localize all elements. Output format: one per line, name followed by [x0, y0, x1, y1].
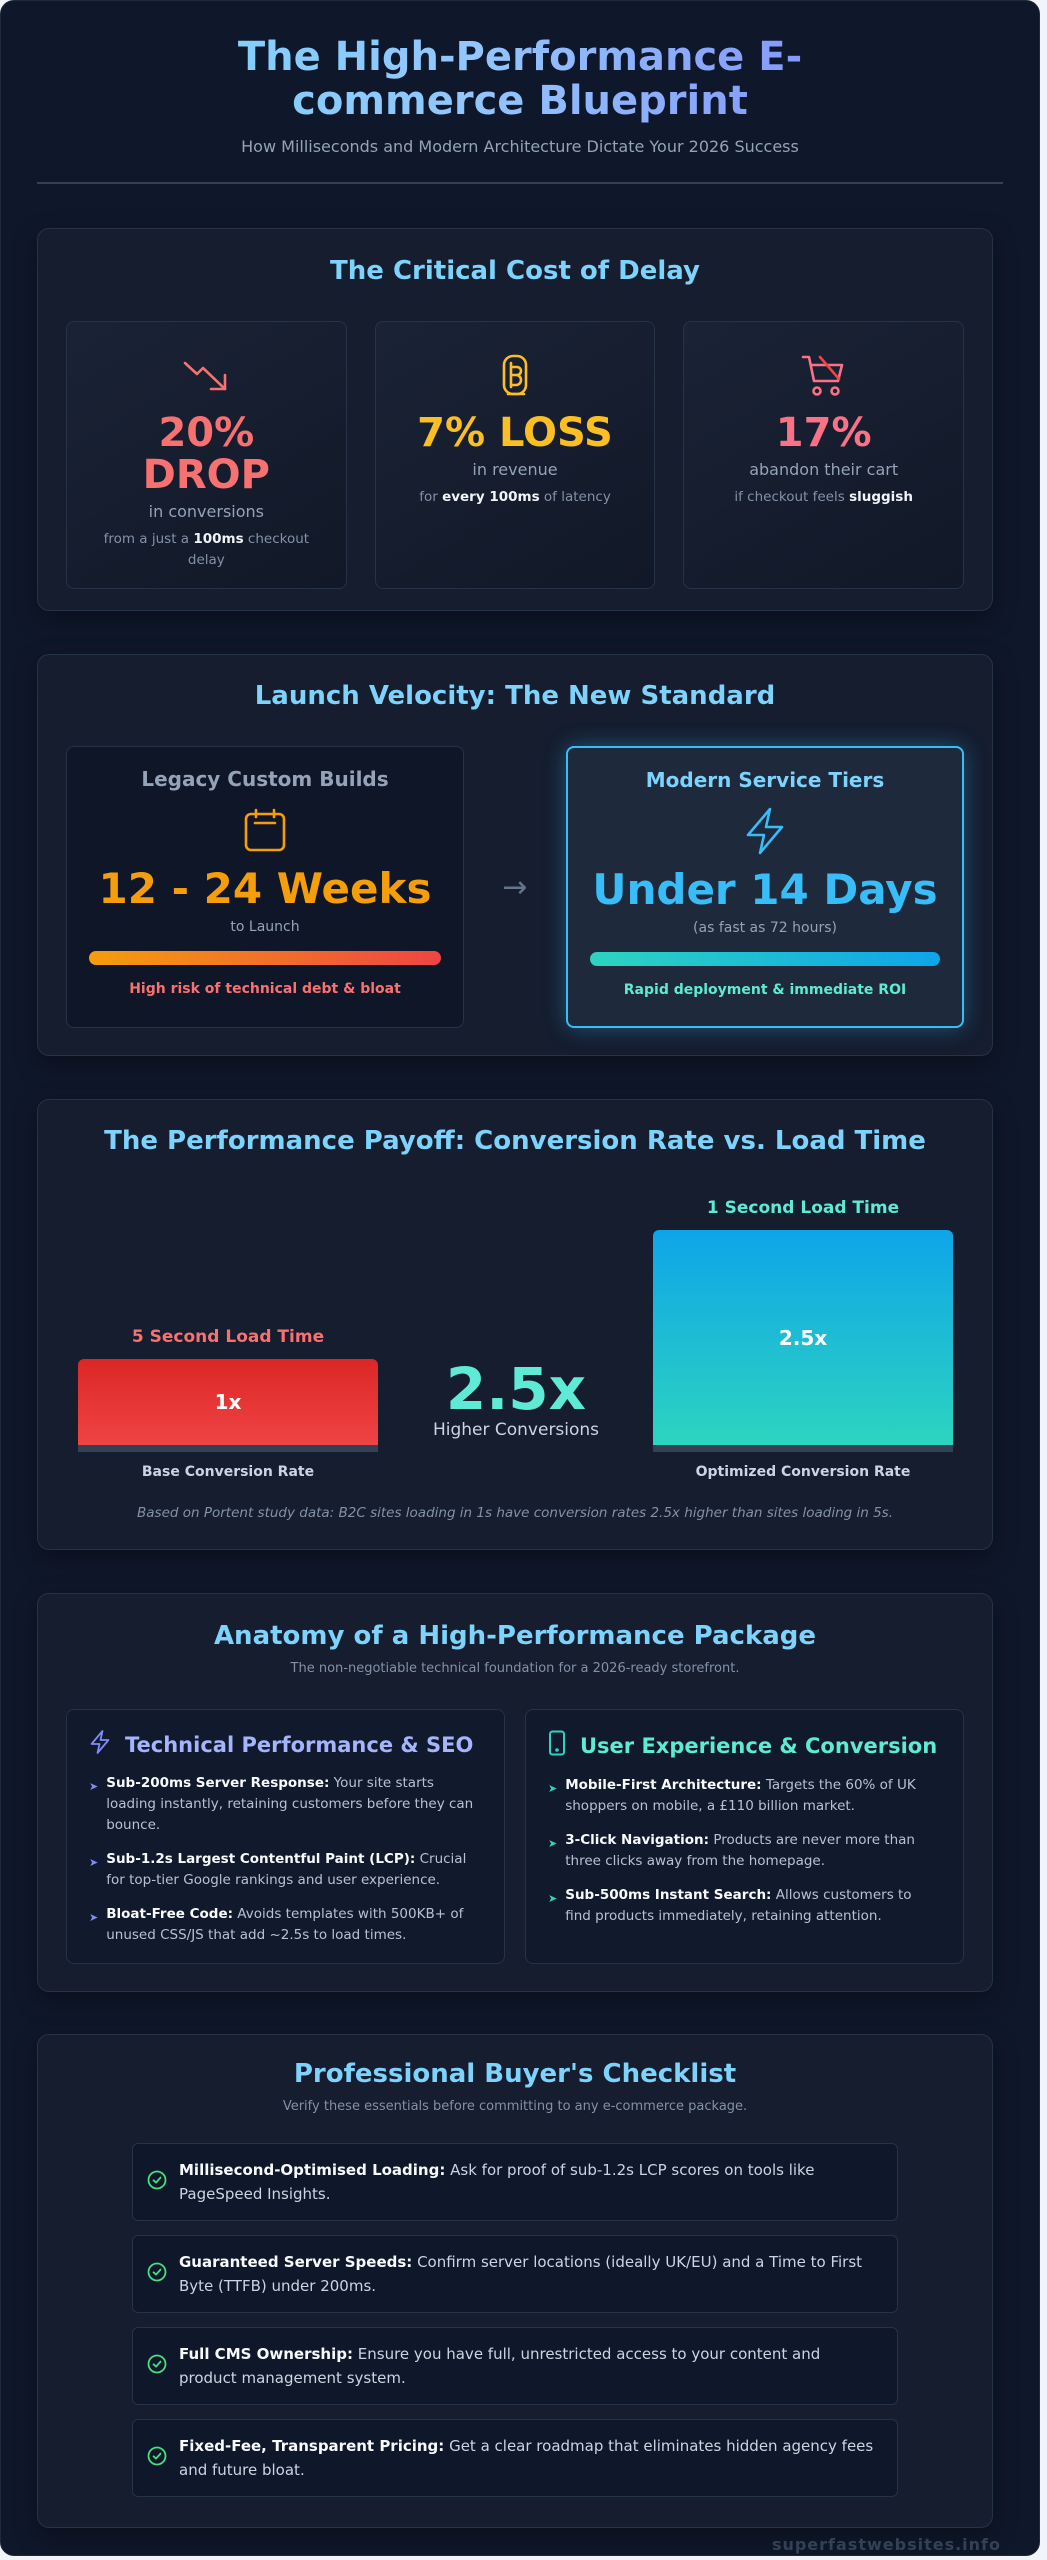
- launch-time-value: Under 14 Days: [592, 865, 938, 914]
- stat-value: 20% DROP: [142, 410, 270, 498]
- chevron-right-icon: ➤: [548, 1892, 558, 1905]
- launch-time-value: 12 - 24 Weeks: [98, 864, 432, 913]
- modern-tiers-card: Modern Service Tiers Under 14 Days (as f…: [566, 746, 964, 1028]
- stat-detail: for every 100ms of latency: [419, 489, 611, 505]
- bar-fill: 2.5x: [653, 1230, 953, 1445]
- card-footer: High risk of technical debt & bloat: [129, 981, 401, 997]
- stat-card-conversions: 20% DROP in conversions from a just a 10…: [66, 321, 347, 589]
- stat-value: 7% LOSS: [417, 410, 613, 456]
- launch-time-note: (as fast as 72 hours): [693, 920, 837, 936]
- bar-base: [653, 1445, 953, 1452]
- stat-label: abandon their cart: [749, 460, 899, 479]
- bar-top-label: 5 Second Load Time: [131, 1327, 325, 1347]
- checklist-item: Fixed-Fee, Transparent Pricing: Get a cl…: [132, 2419, 898, 2497]
- card-heading: Technical Performance & SEO: [125, 1732, 474, 1757]
- section-title: Anatomy of a High-Performance Package: [213, 1621, 817, 1651]
- stat-label: in conversions: [148, 502, 264, 521]
- watermark: superfastwebsites.info: [771, 2535, 1001, 2554]
- page-title: The High-Performance E-commerce Blueprin…: [140, 35, 900, 123]
- chevron-right-icon: ➤: [548, 1782, 558, 1795]
- checklist-text: Fixed-Fee, Transparent Pricing: Get a cl…: [179, 2437, 874, 2479]
- user-experience-card: User Experience & Conversion ➤ Mobile-Fir…: [525, 1709, 964, 1964]
- checklist-item: Full CMS Ownership: Ensure you have full…: [132, 2327, 898, 2405]
- section-subtitle: The non-negotiable technical foundation …: [290, 1661, 740, 1676]
- bar-base: [78, 1445, 378, 1452]
- checklist-text: Guaranteed Server Speeds: Confirm server…: [179, 2253, 863, 2295]
- launch-time-note: to Launch: [230, 919, 300, 935]
- checklist-item: Guaranteed Server Speeds: Confirm server…: [132, 2235, 898, 2313]
- chevron-right-icon: ➤: [89, 1856, 99, 1869]
- section-subtitle: Verify these essentials before committin…: [282, 2099, 748, 2114]
- stat-card-revenue: 7% LOSS in revenue for every 100ms of la…: [374, 321, 656, 589]
- arrow-right-icon: →: [502, 869, 528, 905]
- stat-label: in revenue: [472, 460, 558, 479]
- card-title: Legacy Custom Builds: [141, 767, 389, 791]
- chevron-right-icon: ➤: [89, 1911, 99, 1924]
- stat-detail: from a just a 100ms checkout delay: [103, 531, 310, 568]
- bar-fill: 1x: [78, 1359, 378, 1445]
- stat-detail: if checkout feels sluggish: [734, 489, 913, 505]
- feature-item: ➤ Sub-500ms Instant Search: Allows custom…: [548, 1885, 941, 1927]
- launch-velocity-section: Launch Velocity: The New Standard Legacy…: [37, 654, 993, 1056]
- chart-title: The Performance Payoff: Conversion Rate …: [104, 1126, 926, 1156]
- bar-bottom-label: Base Conversion Rate: [141, 1464, 315, 1480]
- multiplier-value: 2.5x: [445, 1355, 587, 1423]
- check-circle-icon: [147, 2262, 167, 2286]
- stat-card-cart-abandon: 17% abandon their cart if checkout feels…: [683, 321, 965, 589]
- chevron-right-icon: ➤: [548, 1837, 558, 1850]
- bar-bottom-label: Optimized Conversion Rate: [695, 1464, 911, 1480]
- checklist-item: Millisecond-Optimised Loading: Ask for p…: [132, 2143, 898, 2221]
- smartphone-icon: [548, 1730, 566, 1761]
- section-title: Launch Velocity: The New Standard: [254, 681, 776, 711]
- multiplier-label: Higher Conversions: [432, 1420, 600, 1440]
- lightning-icon: [568, 802, 962, 860]
- progress-bar: [89, 951, 441, 965]
- feature-item: ➤ Bloat-Free Code: Avoids templates with …: [89, 1904, 482, 1946]
- feature-item: ➤ Sub-200ms Server Response: Your site st…: [89, 1773, 482, 1836]
- banknote-icon: [376, 352, 655, 400]
- checklist-text: Millisecond-Optimised Loading: Ask for p…: [179, 2161, 815, 2203]
- page-subtitle: How Milliseconds and Modern Architecture…: [241, 137, 799, 156]
- source-footnote: Based on Portent study data: B2C sites l…: [137, 1505, 893, 1521]
- hero-header: The High-Performance E-commerce Blueprin…: [1, 1, 1039, 156]
- card-title: Modern Service Tiers: [645, 768, 885, 792]
- check-circle-icon: [147, 2170, 167, 2194]
- performance-payoff-section: The Performance Payoff: Conversion Rate …: [37, 1099, 993, 1550]
- center-stat: 2.5x Higher Conversions: [396, 1358, 636, 1440]
- card-footer: Rapid deployment & immediate ROI: [623, 982, 907, 998]
- anatomy-section: Anatomy of a High-Performance Package Th…: [37, 1593, 993, 1992]
- stat-value: 17%: [775, 410, 872, 456]
- card-heading: User Experience & Conversion: [580, 1733, 938, 1758]
- progress-bar: [590, 952, 940, 966]
- feature-item: ➤ 3-Click Navigation: Products are never …: [548, 1830, 941, 1872]
- section-title: Professional Buyer's Checklist: [293, 2059, 737, 2089]
- bar-top-label: 1 Second Load Time: [706, 1198, 900, 1218]
- bar-1-second: 1 Second Load Time 2.5x Optimized Conver…: [653, 1198, 953, 1480]
- check-circle-icon: [147, 2446, 167, 2470]
- legacy-builds-card: Legacy Custom Builds 12 - 24 Weeks to La…: [66, 746, 464, 1028]
- technical-performance-card: Technical Performance & SEO ➤ Sub-200ms S…: [66, 1709, 505, 1964]
- feature-item: ➤ Sub-1.2s Largest Contentful Paint (LCP)…: [89, 1849, 482, 1891]
- section-title: The Critical Cost of Delay: [330, 256, 700, 286]
- chevron-right-icon: ➤: [89, 1780, 99, 1793]
- hero-divider: [37, 182, 1003, 184]
- trending-down-icon: [67, 352, 346, 400]
- bar-5-second: 5 Second Load Time 1x Base Conversion Ra…: [78, 1327, 378, 1480]
- calendar-icon: [67, 801, 463, 859]
- feature-item: ➤ Mobile-First Architecture: Targets the …: [548, 1775, 941, 1817]
- checklist-text: Full CMS Ownership: Ensure you have full…: [179, 2345, 821, 2387]
- check-circle-icon: [147, 2354, 167, 2378]
- lightning-icon: [89, 1730, 111, 1759]
- buyer-checklist-section: Professional Buyer's Checklist Verify th…: [37, 2034, 993, 2528]
- cart-off-icon: [684, 352, 963, 400]
- cost-of-delay-section: The Critical Cost of Delay 20% DROP in c…: [37, 228, 993, 611]
